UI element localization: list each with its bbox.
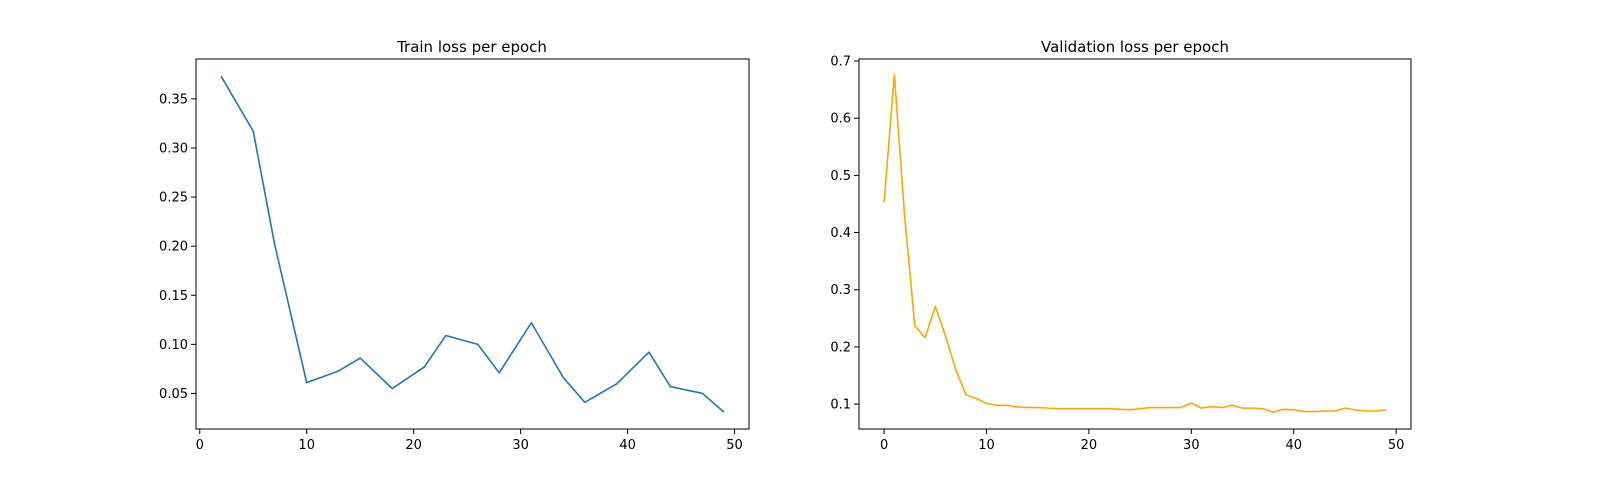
train-loss-x-tick-label: 20 <box>405 438 422 453</box>
train-loss-x-tick-label: 0 <box>196 438 204 453</box>
train-loss-y-tick-label: 0.10 <box>159 338 188 353</box>
validation-loss-plot-frame <box>858 58 1412 430</box>
validation-loss-panel: Validation loss per epoch 0 10 20 30 40 50 0.1… <box>830 38 1412 453</box>
train-loss-x-tick-label: 30 <box>512 438 529 453</box>
train-loss-y-tick-label: 0.05 <box>159 387 188 402</box>
validation-loss-y-tick-label: 0.1 <box>830 398 851 413</box>
validation-loss-y-tick-label: 0.2 <box>830 340 851 355</box>
train-loss-plot-frame <box>195 58 750 430</box>
train-loss-x-tick-label: 40 <box>619 438 636 453</box>
train-loss-series-line <box>220 75 725 413</box>
train-loss-title: Train loss per epoch <box>396 38 547 56</box>
validation-loss-y-tick-label: 0.7 <box>830 55 851 70</box>
validation-loss-y-tick-label: 0.3 <box>830 283 851 298</box>
validation-loss-series-line <box>883 73 1386 413</box>
train-loss-x-tick-label: 50 <box>726 438 743 453</box>
train-loss-y-tick-label: 0.20 <box>159 240 188 255</box>
validation-loss-y-tick-label: 0.6 <box>830 112 851 127</box>
validation-loss-y-tick-label: 0.5 <box>830 169 851 184</box>
validation-loss-x-tick-label: 20 <box>1081 438 1098 453</box>
validation-loss-x-tick-label: 30 <box>1183 438 1200 453</box>
train-loss-x-tick-label: 10 <box>298 438 315 453</box>
train-loss-y-tick-label: 0.35 <box>159 92 188 107</box>
train-loss-y-tick-label: 0.30 <box>159 141 188 156</box>
validation-loss-x-tick-label: 10 <box>978 438 995 453</box>
validation-loss-x-tick-label: 50 <box>1388 438 1405 453</box>
validation-loss-y-tick-label: 0.4 <box>830 226 851 241</box>
validation-loss-x-tick-label: 40 <box>1285 438 1302 453</box>
validation-loss-title: Validation loss per epoch <box>1041 38 1229 56</box>
train-loss-y-tick-label: 0.15 <box>159 289 188 304</box>
train-loss-panel: Train loss per epoch 0 10 20 30 40 50 0.05 0.10… <box>159 38 750 453</box>
train-loss-y-tick-label: 0.25 <box>159 191 188 206</box>
validation-loss-x-tick-label: 0 <box>880 438 888 453</box>
